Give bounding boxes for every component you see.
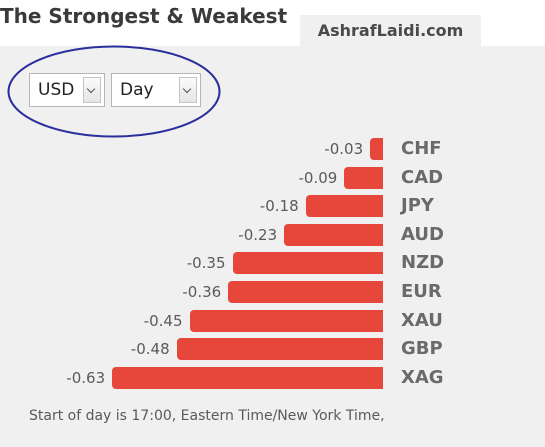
- currency-code-label: XAU: [401, 309, 443, 331]
- bar-eur: [228, 281, 383, 303]
- currency-code-label: JPY: [401, 195, 434, 217]
- bar-row: -0.18 JPY: [0, 195, 545, 218]
- bar-nzd: [232, 252, 383, 275]
- period-select-value: Day: [120, 80, 154, 100]
- bar-gbp: [176, 338, 383, 361]
- bar-value-label: -0.36: [182, 283, 222, 301]
- bar-value-label: -0.48: [130, 340, 170, 359]
- currency-code-label: XAG: [401, 366, 444, 388]
- bar-row: -0.36 EUR: [0, 281, 545, 303]
- currency-select-value: USD: [38, 80, 75, 100]
- bar-chf: [370, 138, 383, 160]
- currency-code-label: CAD: [401, 166, 444, 188]
- currency-code-label: AUD: [401, 223, 444, 245]
- currency-select[interactable]: USD: [29, 73, 105, 107]
- bar-aud: [284, 223, 383, 246]
- bar-value-label: -0.18: [259, 197, 299, 216]
- page-title: The Strongest & Weakest: [0, 4, 288, 28]
- chevron-down-icon[interactable]: [83, 77, 101, 103]
- bar-xag: [112, 366, 383, 389]
- bar-value-label: -0.63: [66, 368, 106, 387]
- bar-xau: [189, 309, 383, 332]
- bar-row: -0.45 XAU: [0, 309, 545, 332]
- bar-row: -0.03 CHF: [0, 138, 545, 160]
- source-label: AshrafLaidi.com: [300, 15, 481, 47]
- currency-code-label: CHF: [401, 138, 442, 159]
- bar-value-label: -0.23: [238, 225, 278, 244]
- bar-value-label: -0.03: [324, 140, 364, 158]
- bar-cad: [344, 166, 383, 189]
- chevron-down-icon[interactable]: [179, 77, 197, 103]
- bar-jpy: [305, 195, 383, 218]
- bar-row: -0.63 XAG: [0, 366, 545, 389]
- bar-value-label: -0.35: [186, 254, 226, 273]
- period-select[interactable]: Day: [111, 73, 201, 107]
- bar-row: -0.23 AUD: [0, 223, 545, 246]
- bar-row: -0.09 CAD: [0, 166, 545, 189]
- bar-value-label: -0.09: [298, 168, 338, 187]
- footnote: Start of day is 17:00, Eastern Time/New …: [29, 408, 385, 424]
- currency-code-label: GBP: [401, 338, 443, 360]
- currency-code-label: EUR: [401, 281, 442, 302]
- bar-row: -0.48 GBP: [0, 338, 545, 361]
- bar-value-label: -0.45: [143, 311, 183, 330]
- currency-code-label: NZD: [401, 252, 445, 274]
- bar-row: -0.35 NZD: [0, 252, 545, 275]
